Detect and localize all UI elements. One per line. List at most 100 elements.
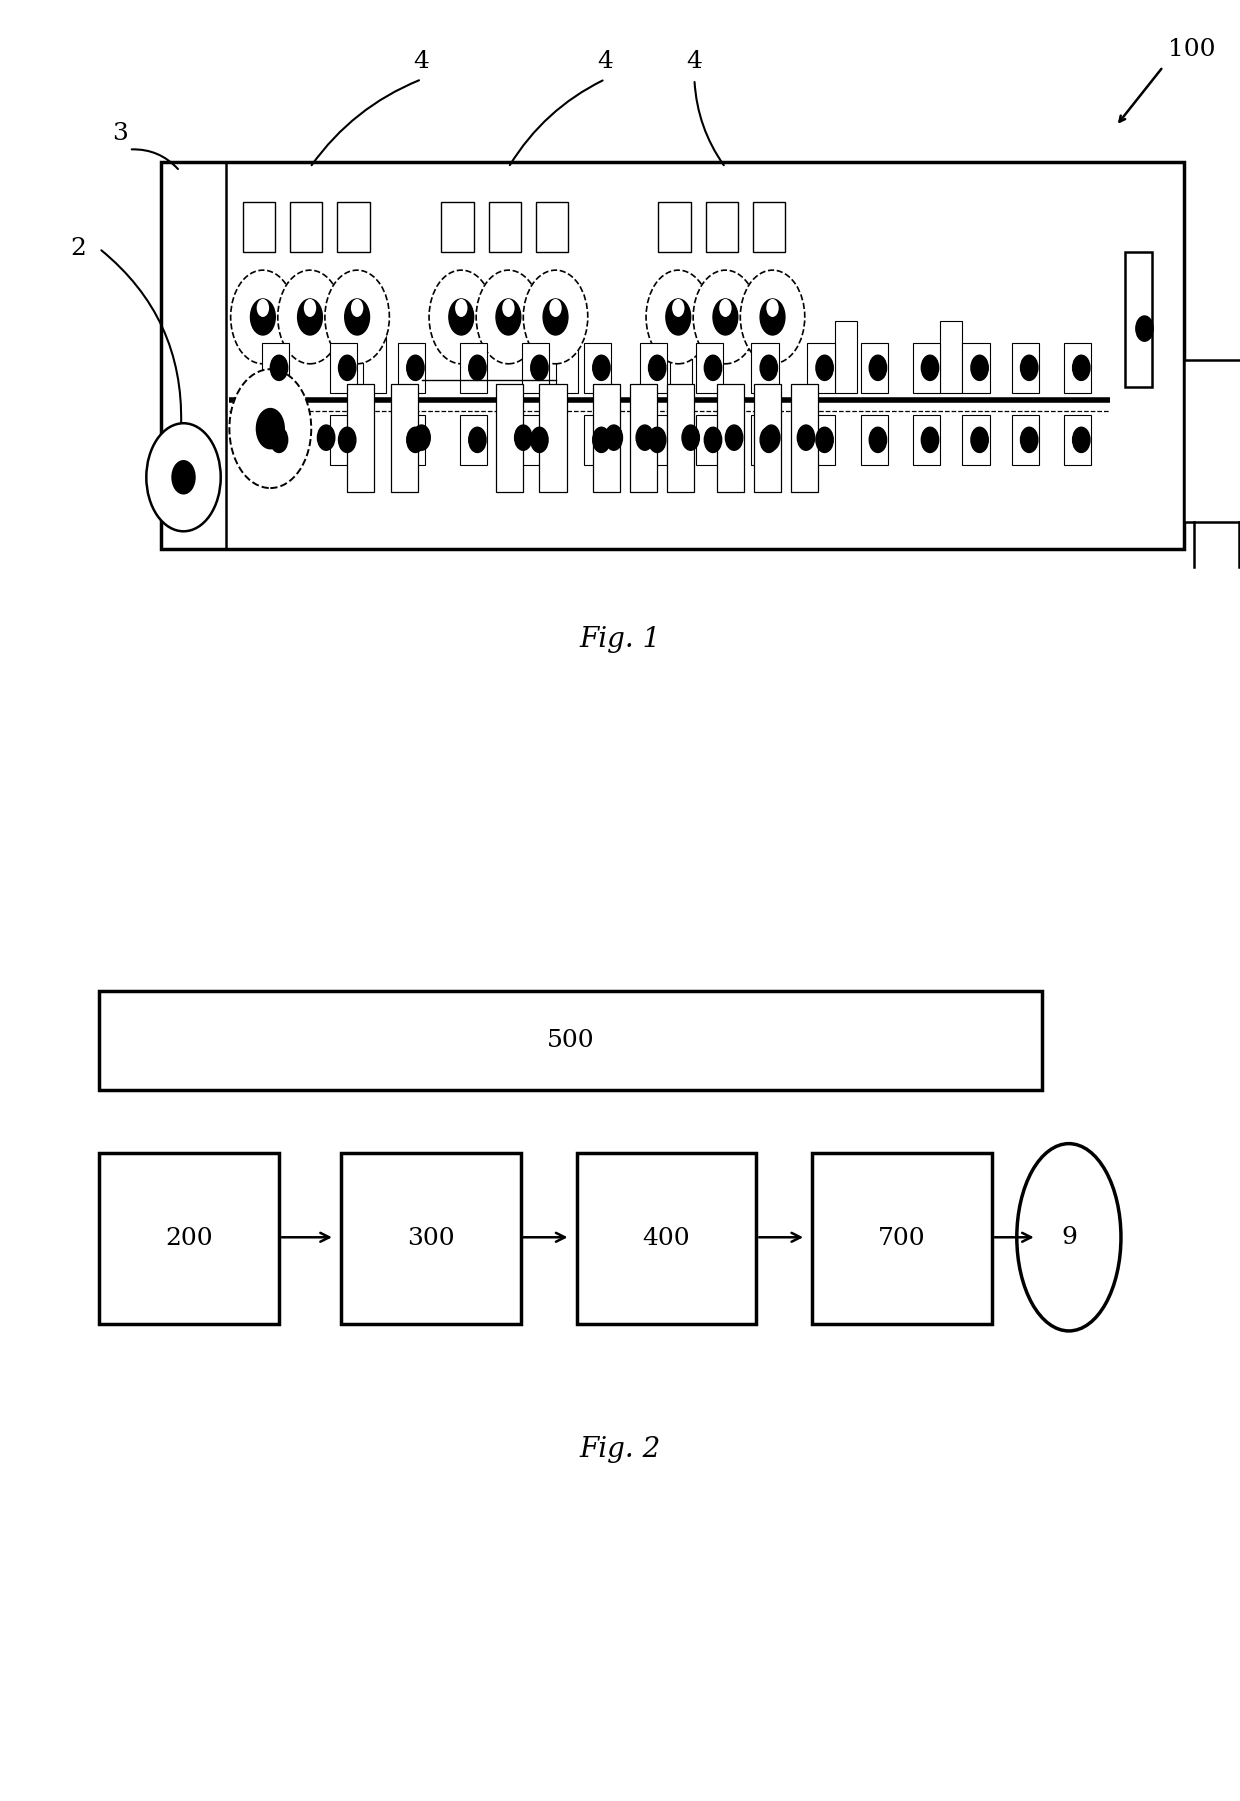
Circle shape bbox=[172, 461, 195, 493]
Circle shape bbox=[636, 425, 653, 450]
Bar bbox=[754, 384, 781, 492]
Bar bbox=[640, 414, 667, 465]
Circle shape bbox=[693, 270, 758, 364]
Bar bbox=[536, 202, 568, 252]
Bar bbox=[398, 414, 425, 465]
Bar bbox=[391, 384, 418, 492]
Circle shape bbox=[476, 270, 541, 364]
Circle shape bbox=[1021, 427, 1038, 452]
Bar bbox=[1064, 414, 1091, 465]
Text: 200: 200 bbox=[165, 1226, 213, 1250]
Circle shape bbox=[797, 425, 815, 450]
Bar bbox=[753, 202, 785, 252]
Circle shape bbox=[971, 355, 988, 380]
Circle shape bbox=[407, 427, 424, 452]
Circle shape bbox=[816, 427, 833, 452]
Bar bbox=[161, 162, 1184, 549]
Circle shape bbox=[257, 299, 269, 317]
Circle shape bbox=[317, 425, 335, 450]
Ellipse shape bbox=[250, 299, 275, 335]
Text: 300: 300 bbox=[407, 1226, 455, 1250]
Circle shape bbox=[549, 299, 562, 317]
Ellipse shape bbox=[666, 299, 691, 335]
Ellipse shape bbox=[298, 299, 322, 335]
Ellipse shape bbox=[1017, 1144, 1121, 1331]
Text: 100: 100 bbox=[1168, 38, 1215, 61]
Circle shape bbox=[921, 355, 939, 380]
Circle shape bbox=[672, 299, 684, 317]
Circle shape bbox=[719, 299, 732, 317]
Ellipse shape bbox=[496, 299, 521, 335]
Circle shape bbox=[429, 270, 494, 364]
Circle shape bbox=[270, 355, 288, 380]
Circle shape bbox=[413, 425, 430, 450]
Bar bbox=[539, 384, 567, 492]
Bar bbox=[807, 414, 835, 465]
Text: 500: 500 bbox=[547, 1028, 594, 1052]
Bar bbox=[861, 342, 888, 393]
Bar bbox=[706, 202, 738, 252]
Bar bbox=[1184, 360, 1240, 522]
Circle shape bbox=[649, 427, 666, 452]
Bar bbox=[460, 342, 487, 393]
Bar bbox=[696, 414, 723, 465]
Bar bbox=[99, 991, 1042, 1090]
Bar bbox=[347, 384, 374, 492]
Text: 700: 700 bbox=[878, 1226, 926, 1250]
Text: Fig. 1: Fig. 1 bbox=[579, 627, 661, 652]
Bar bbox=[658, 202, 691, 252]
Circle shape bbox=[921, 427, 939, 452]
Circle shape bbox=[469, 427, 486, 452]
Bar bbox=[1064, 342, 1091, 393]
Bar bbox=[630, 384, 657, 492]
Circle shape bbox=[1073, 355, 1090, 380]
Bar bbox=[913, 342, 940, 393]
Text: 2: 2 bbox=[71, 238, 86, 259]
Bar bbox=[807, 342, 835, 393]
Bar bbox=[99, 1153, 279, 1324]
Circle shape bbox=[1136, 315, 1153, 340]
Circle shape bbox=[515, 425, 532, 450]
Bar bbox=[812, 1153, 992, 1324]
Bar bbox=[577, 1153, 756, 1324]
Circle shape bbox=[766, 299, 779, 317]
Ellipse shape bbox=[345, 299, 370, 335]
Circle shape bbox=[304, 299, 316, 317]
Bar bbox=[913, 414, 940, 465]
Circle shape bbox=[682, 425, 699, 450]
Bar bbox=[330, 342, 357, 393]
Bar bbox=[489, 202, 521, 252]
Bar bbox=[717, 384, 744, 492]
Circle shape bbox=[351, 299, 363, 317]
Text: Fig. 2: Fig. 2 bbox=[579, 1437, 661, 1462]
Circle shape bbox=[257, 409, 284, 448]
Bar bbox=[962, 342, 990, 393]
Circle shape bbox=[763, 425, 780, 450]
Bar bbox=[1012, 414, 1039, 465]
Circle shape bbox=[760, 355, 777, 380]
Bar bbox=[751, 342, 779, 393]
Circle shape bbox=[531, 355, 548, 380]
Bar bbox=[584, 342, 611, 393]
Circle shape bbox=[407, 355, 424, 380]
Text: 4: 4 bbox=[687, 50, 702, 72]
Circle shape bbox=[649, 355, 666, 380]
Bar bbox=[1125, 252, 1152, 387]
Bar bbox=[940, 321, 962, 393]
Bar bbox=[363, 321, 386, 393]
Bar bbox=[667, 384, 694, 492]
Circle shape bbox=[725, 425, 743, 450]
Circle shape bbox=[869, 427, 887, 452]
Circle shape bbox=[971, 427, 988, 452]
Bar bbox=[341, 1153, 521, 1324]
Circle shape bbox=[523, 270, 588, 364]
Circle shape bbox=[704, 355, 722, 380]
Ellipse shape bbox=[713, 299, 738, 335]
Text: 400: 400 bbox=[642, 1226, 691, 1250]
Circle shape bbox=[605, 425, 622, 450]
Circle shape bbox=[231, 270, 295, 364]
Bar bbox=[243, 202, 275, 252]
Bar bbox=[290, 202, 322, 252]
Circle shape bbox=[1073, 427, 1090, 452]
Circle shape bbox=[593, 355, 610, 380]
